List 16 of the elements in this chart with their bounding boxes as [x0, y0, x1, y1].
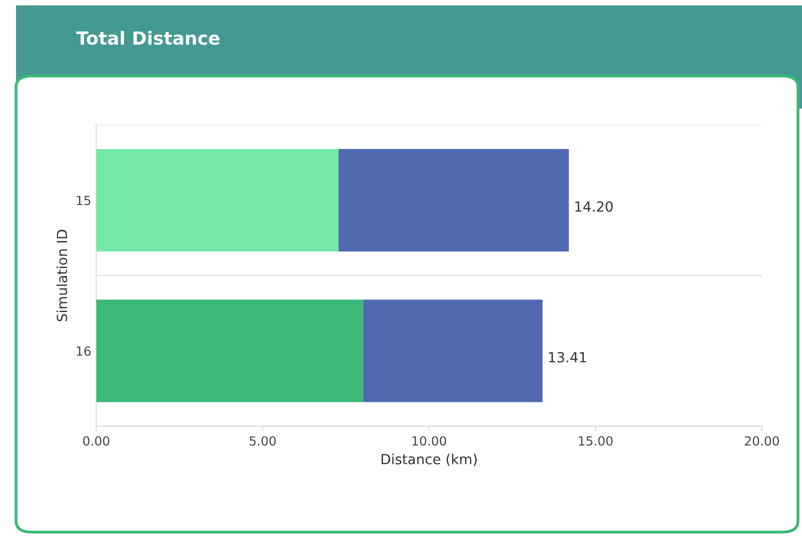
- y-axis-title: Simulation ID: [56, 230, 68, 322]
- x-axis-title: Distance (km): [382, 454, 477, 466]
- total-label: 14.20: [575, 201, 613, 212]
- bar: [96, 149, 339, 252]
- x-tick-label: 5.00: [250, 436, 276, 446]
- bar: [96, 300, 364, 402]
- x-tick-label: 20.00: [744, 436, 779, 446]
- bar: [363, 300, 543, 402]
- x-tick-label: 15.00: [578, 436, 613, 446]
- y-tick-label: 15: [76, 196, 90, 206]
- y-tick-label: 16: [76, 346, 91, 356]
- x-tick-label: 10.00: [412, 436, 446, 446]
- chart-title: Total Distance: [76, 30, 220, 45]
- x-tick-label: 0.00: [83, 436, 110, 446]
- total-label: 13.41: [549, 352, 586, 362]
- bar: [338, 149, 569, 252]
